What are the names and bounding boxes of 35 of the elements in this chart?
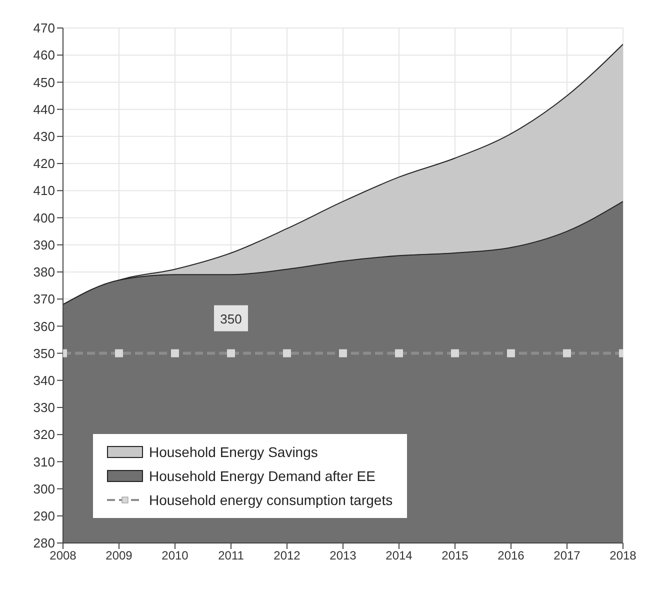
x-tick-label: 2017 (554, 548, 581, 563)
y-tick-label: 430 (33, 129, 55, 144)
x-tick-label: 2008 (50, 548, 77, 563)
y-tick-label: 350 (33, 346, 55, 361)
x-tick-label: 2016 (498, 548, 525, 563)
x-tick-label: 2009 (106, 548, 133, 563)
x-tick-label: 2011 (218, 548, 244, 563)
x-tick-label: 2015 (442, 548, 469, 563)
x-tick-label: 2010 (162, 548, 189, 563)
x-tick-label: 2013 (330, 548, 357, 563)
y-tick-label: 340 (33, 372, 55, 388)
y-tick-label: 450 (33, 74, 55, 90)
y-tick-label: 290 (33, 508, 55, 524)
y-tick-label: 330 (33, 400, 55, 416)
y-tick-label: 410 (33, 183, 55, 198)
x-tick-label: 2018 (610, 548, 637, 563)
annotation: 350 (220, 311, 242, 326)
y-tick-label: 310 (33, 454, 55, 470)
y-tick-label: 390 (33, 237, 55, 252)
legend-label: Household energy consumption targets (149, 491, 393, 510)
y-tick-label: 460 (33, 48, 55, 63)
y-tick-label: 400 (33, 210, 55, 226)
y-tick-label: 360 (33, 318, 55, 334)
y-tick-label: 320 (33, 427, 55, 442)
y-tick-label: 370 (33, 292, 55, 307)
legend-label: Household Energy Demand after EE (149, 467, 376, 486)
legend-label: Household Energy Savings (149, 443, 318, 462)
y-tick-label: 380 (33, 264, 55, 280)
y-tick-label: 420 (33, 156, 55, 172)
x-tick-label: 2012 (274, 548, 301, 563)
x-tick-label: 2014 (386, 548, 413, 563)
y-tick-label: 280 (33, 536, 55, 551)
y-tick-label: 300 (33, 481, 55, 496)
y-tick-label: 440 (33, 102, 55, 117)
y-tick-label: 470 (33, 20, 55, 36)
